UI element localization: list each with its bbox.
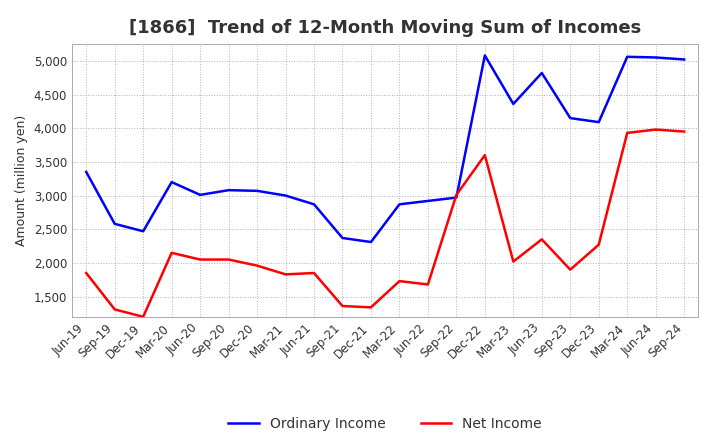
Ordinary Income — [423, 198, 432, 204]
Ordinary Income — [282, 193, 290, 198]
Net Income — [652, 127, 660, 132]
Ordinary Income — [253, 188, 261, 194]
Ordinary Income — [167, 180, 176, 185]
Net Income — [566, 267, 575, 272]
Ordinary Income — [680, 57, 688, 62]
Ordinary Income — [595, 120, 603, 125]
Net Income — [253, 263, 261, 268]
Net Income — [110, 307, 119, 312]
Ordinary Income — [366, 239, 375, 245]
Ordinary Income — [623, 54, 631, 59]
Net Income — [167, 250, 176, 256]
Ordinary Income — [196, 192, 204, 198]
Ordinary Income — [82, 169, 91, 175]
Y-axis label: Amount (million yen): Amount (million yen) — [15, 115, 28, 246]
Ordinary Income — [395, 202, 404, 207]
Line: Net Income: Net Income — [86, 129, 684, 317]
Net Income — [423, 282, 432, 287]
Net Income — [282, 272, 290, 277]
Ordinary Income — [480, 53, 489, 58]
Net Income — [139, 314, 148, 319]
Ordinary Income — [652, 55, 660, 60]
Net Income — [452, 192, 461, 198]
Ordinary Income — [509, 101, 518, 106]
Ordinary Income — [110, 221, 119, 227]
Net Income — [509, 259, 518, 264]
Net Income — [537, 237, 546, 242]
Net Income — [395, 279, 404, 284]
Net Income — [82, 270, 91, 275]
Ordinary Income — [452, 195, 461, 200]
Net Income — [595, 242, 603, 247]
Ordinary Income — [139, 229, 148, 234]
Net Income — [196, 257, 204, 262]
Net Income — [225, 257, 233, 262]
Net Income — [310, 270, 318, 275]
Ordinary Income — [537, 70, 546, 76]
Ordinary Income — [338, 235, 347, 241]
Net Income — [366, 305, 375, 310]
Ordinary Income — [310, 202, 318, 207]
Net Income — [680, 129, 688, 134]
Net Income — [338, 304, 347, 309]
Line: Ordinary Income: Ordinary Income — [86, 55, 684, 242]
Title: [1866]  Trend of 12-Month Moving Sum of Incomes: [1866] Trend of 12-Month Moving Sum of I… — [129, 19, 642, 37]
Ordinary Income — [566, 115, 575, 121]
Net Income — [480, 153, 489, 158]
Legend: Ordinary Income, Net Income: Ordinary Income, Net Income — [223, 411, 547, 436]
Net Income — [623, 130, 631, 136]
Ordinary Income — [225, 187, 233, 193]
